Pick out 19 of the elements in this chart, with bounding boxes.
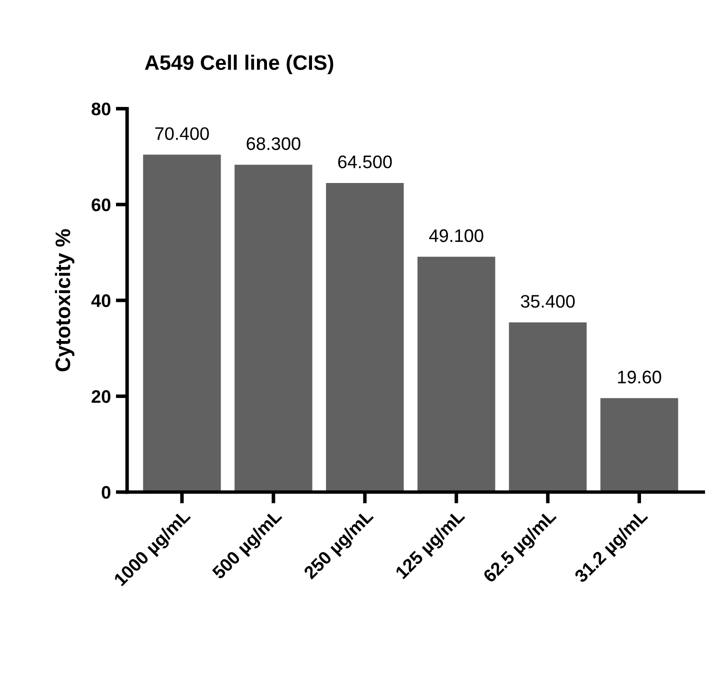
data-label: 70.400 [155,127,209,140]
y-tick-label: 0 [102,486,110,499]
bar [326,182,404,492]
chart-title: A549 Cell line (CIS) [144,54,334,74]
bar [508,322,587,492]
bar [234,164,312,492]
data-label: 49.100 [429,229,484,242]
data-label: 68.300 [246,137,300,150]
y-axis-title: Cytotoxicity % [54,229,74,372]
y-tick-label: 80 [92,102,110,116]
bar [143,154,221,492]
data-label: 35.400 [520,294,575,308]
y-tick-label: 40 [91,294,110,308]
y-tick-label: 20 [92,390,110,403]
y-tick-label: 60 [92,198,110,212]
data-label: 19.60 [618,370,662,384]
data-label: 64.500 [338,155,392,168]
bar [600,398,678,492]
bar [417,256,496,492]
